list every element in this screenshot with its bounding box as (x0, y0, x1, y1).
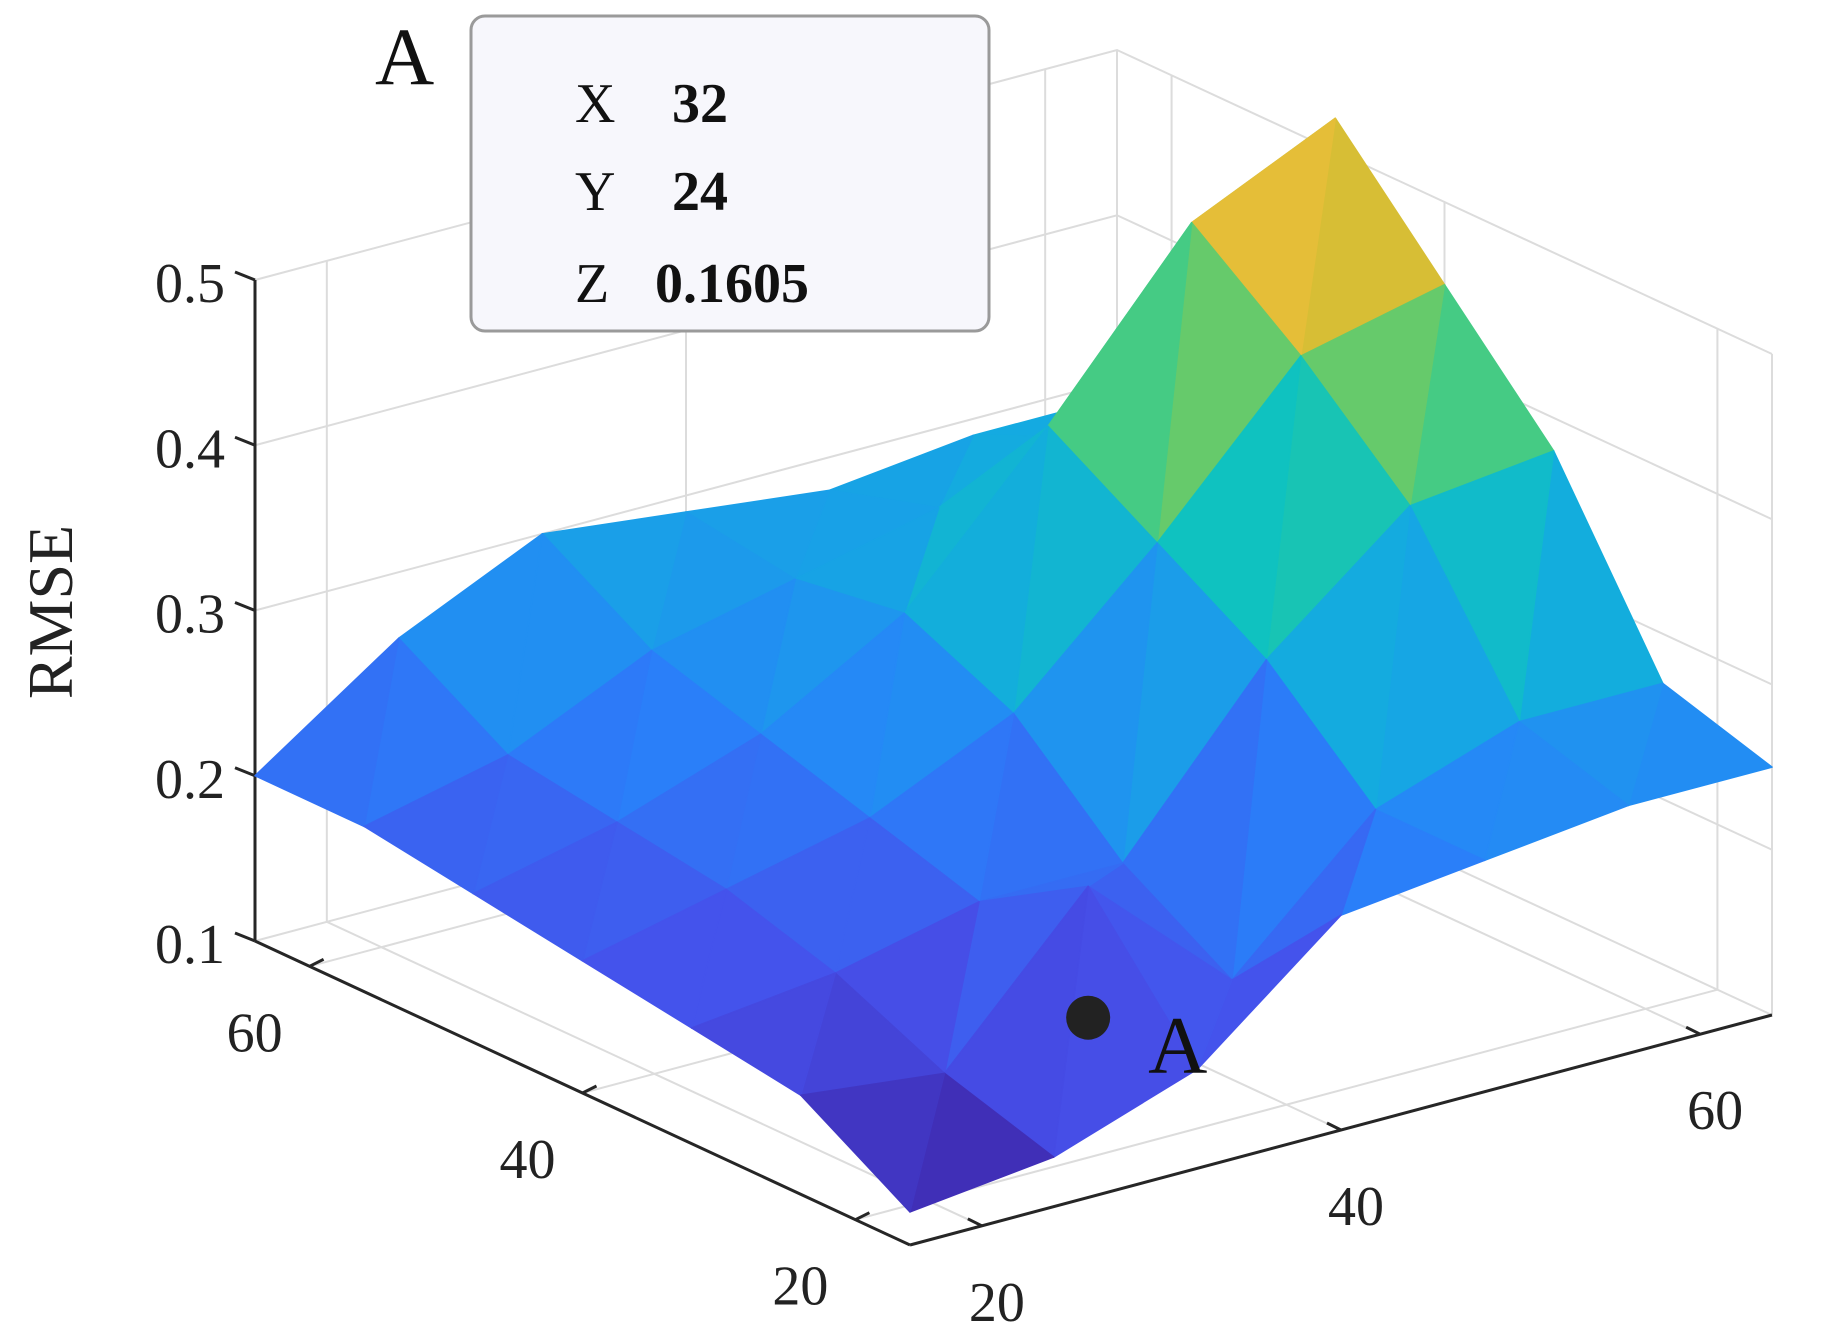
datatip-x-label: X (575, 73, 615, 135)
z-tick-label: 0.5 (155, 253, 225, 315)
z-tick-label: 0.3 (155, 584, 225, 646)
datatip-box: A X 32 Y 24 Z 0.1605 (375, 11, 991, 333)
datatip-z-label: Z (575, 253, 609, 315)
y-tick-mark (854, 1211, 871, 1222)
z-axis-label: RMSE (15, 525, 86, 699)
x-tick-label: 60 (1687, 1080, 1743, 1142)
surface-layer (254, 117, 1773, 1213)
marker-label: A (1148, 1000, 1207, 1091)
surface-facet (690, 972, 837, 1096)
x-tick-label: 40 (1328, 1176, 1384, 1238)
surface-facet (254, 637, 400, 828)
z-tick-mark (234, 435, 256, 447)
surface-facet (363, 754, 509, 895)
datatip-marker[interactable] (1066, 995, 1111, 1040)
x-tick-mark (1326, 1121, 1342, 1132)
surface-facet (800, 1072, 946, 1213)
z-tick-mark (234, 931, 256, 943)
datatip-y-label: Y (575, 161, 615, 223)
z-tick-mark (234, 766, 256, 778)
surface-facet (581, 888, 727, 1029)
labels-layer: RMSE (15, 525, 86, 699)
y-tick-label: 20 (772, 1256, 828, 1318)
y-tick-mark (581, 1084, 598, 1095)
z-tick-label: 0.1 (155, 914, 225, 976)
z-tick-label: 0.4 (155, 418, 225, 480)
datatip-x-value: 32 (672, 73, 728, 135)
z-tick-mark (234, 601, 256, 612)
marker-layer: A (1066, 995, 1207, 1091)
y-tick-label: 60 (227, 1002, 283, 1064)
surface-facet (472, 821, 618, 962)
x-tick-label: 20 (969, 1272, 1025, 1334)
z-tick-mark (234, 270, 256, 282)
x-tick-mark (1685, 1025, 1701, 1036)
datatip-panel (469, 14, 991, 333)
datatip-y-value: 24 (672, 161, 728, 223)
x-tick-mark (967, 1217, 983, 1228)
y-tick-mark (308, 957, 325, 968)
datatip-label: A (375, 11, 434, 102)
y-tick-label: 40 (500, 1129, 556, 1191)
datatip-z-value: 0.1605 (655, 253, 809, 315)
z-tick-label: 0.2 (155, 749, 225, 811)
